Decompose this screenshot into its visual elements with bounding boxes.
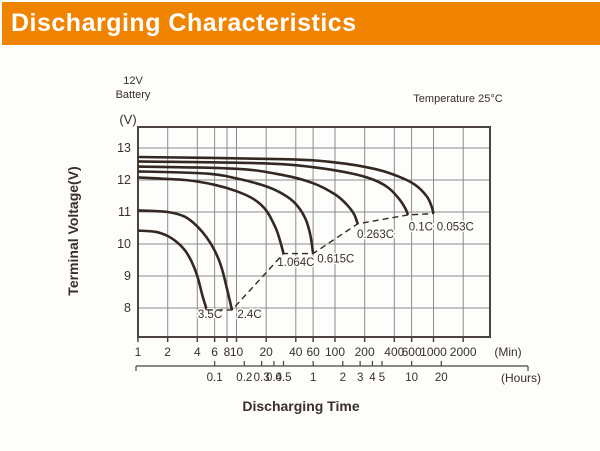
minute-tick-label: 10: [230, 345, 244, 359]
hours-unit-label: (Hours): [501, 371, 541, 385]
y-axis-unit-label: (V): [119, 112, 136, 127]
y-tick-label: 13: [117, 141, 131, 155]
battery-label-line1: 12V: [123, 75, 143, 87]
discharge-curve-0.1C: [137, 160, 410, 216]
hour-tick-label: 5: [379, 372, 385, 384]
y-tick-label: 10: [117, 237, 131, 251]
hour-tick-label: 0.4: [266, 372, 283, 384]
curve-layer: 3.5C 2.4C 1.064C 0.615C 0.263C 0.1C 0.053C: [137, 155, 475, 323]
discharge-curve-0.263C: [137, 165, 359, 225]
minute-tick-label: 40: [289, 345, 303, 359]
curve-label-3.5C: 3.5C: [198, 309, 222, 321]
plot-frame-layer: [137, 126, 491, 338]
minute-tick-label: 2000: [450, 345, 477, 359]
y-tick-label: 12: [117, 173, 131, 187]
minute-tick-label: 20: [259, 345, 273, 359]
hour-tick-label: 0.3: [254, 372, 270, 384]
minute-tick-label: 4: [194, 345, 201, 359]
discharge-curve-0.053C: [137, 155, 435, 214]
cutoff-dashed-line: [206, 212, 434, 311]
curve-label-0.263C: 0.263C: [357, 229, 394, 241]
curve-label-0.615C: 0.615C: [317, 254, 354, 266]
minutes-unit-label: (Min): [494, 345, 521, 359]
hour-tick-label: 4: [369, 372, 376, 384]
hour-tick-label: 0.5: [275, 372, 291, 384]
hour-tick-label: 1: [310, 372, 316, 384]
curve-label-0.1C: 0.1C: [409, 222, 433, 234]
curve-label-1.064C: 1.064C: [277, 257, 314, 269]
hour-tick-label: 0.1: [207, 372, 223, 384]
discharge-curve-2.4C: [137, 209, 234, 311]
plot-frame: [137, 126, 491, 338]
minute-tick-label: 60: [306, 345, 320, 359]
x-axis-title: Discharging Time: [242, 398, 359, 414]
discharge-curve-0.615C: [137, 170, 315, 254]
y-tick-label: 11: [118, 205, 131, 219]
minute-tick-label: 1: [135, 345, 142, 359]
hour-tick-label: 10: [405, 372, 418, 384]
y-tick-label: 8: [124, 301, 131, 315]
discharge-curve-3.5C: [137, 229, 209, 311]
hour-tick-label: 20: [435, 372, 448, 384]
hour-tick-label: 0.2: [236, 372, 252, 384]
battery-label-line2: Battery: [116, 89, 151, 101]
minute-tick-label: 400: [384, 345, 404, 359]
minute-tick-label: 600: [402, 345, 422, 359]
minute-tick-label: 1000: [420, 345, 447, 359]
curve-label-0.053C: 0.053C: [437, 222, 474, 234]
discharge-curve-1.064C: [137, 176, 285, 254]
minute-tick-label: 8: [224, 345, 231, 359]
hour-tick-label: 3: [357, 372, 363, 384]
minute-tick-label: 2: [164, 345, 171, 359]
y-tick-label: 9: [124, 269, 131, 283]
curve-label-2.4C: 2.4C: [237, 309, 261, 321]
hour-tick-label: 2: [340, 372, 346, 384]
temperature-annotation: Temperature 25°C: [413, 93, 502, 105]
minute-tick-label: 200: [355, 345, 375, 359]
header-bar: Discharging Characteristics: [2, 2, 600, 45]
page-title: Discharging Characteristics: [11, 9, 357, 37]
y-axis-title: Terminal Voltage(V): [65, 166, 81, 295]
minute-tick-label: 6: [211, 345, 218, 359]
minute-tick-label: 100: [325, 345, 345, 359]
